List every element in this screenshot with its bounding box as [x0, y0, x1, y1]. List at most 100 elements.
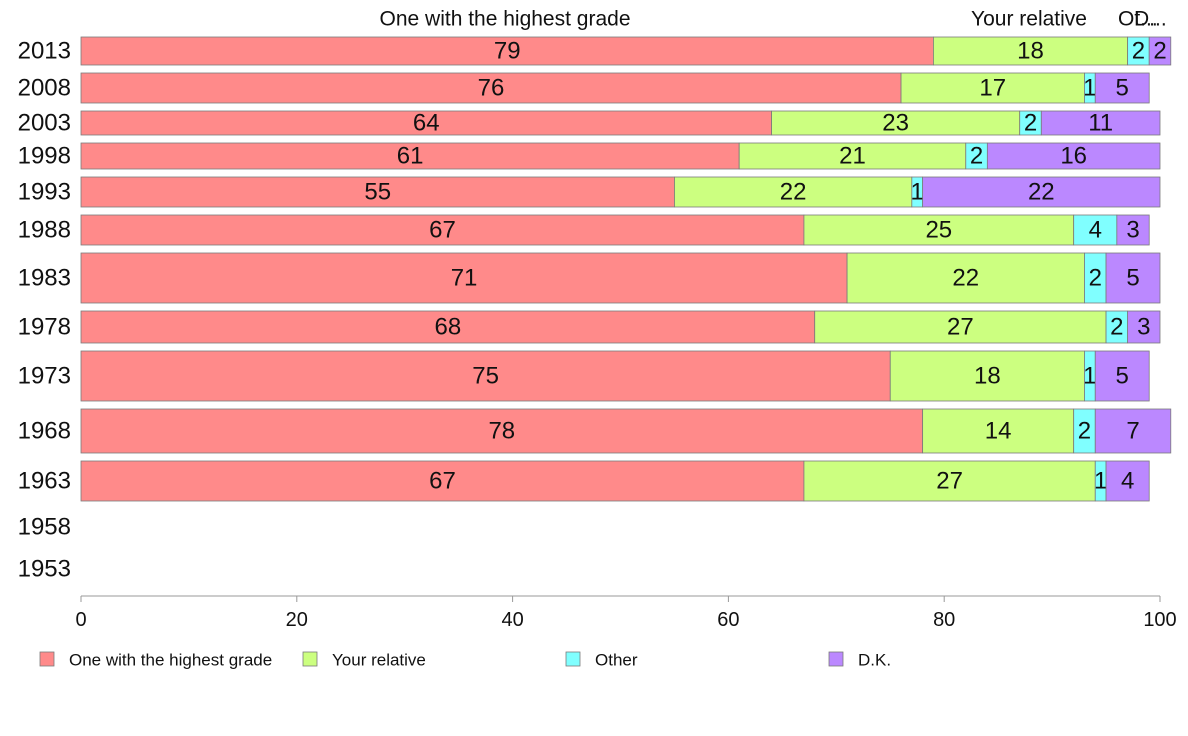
bar-segment-d-k [1105, 460, 1150, 502]
legend-label: D.K. [858, 651, 891, 670]
year-label: 2013 [18, 38, 71, 65]
year-label: 1958 [18, 514, 71, 541]
data-label: 5 [1126, 265, 1139, 292]
data-label: 2 [1078, 418, 1091, 445]
data-label: 18 [974, 363, 1001, 390]
data-label: 2 [1089, 265, 1102, 292]
bar-segment-your-relative [933, 36, 1129, 66]
data-label: 61 [397, 143, 424, 170]
bar-segment-d-k [1094, 408, 1172, 454]
legend-swatch-one-with-the-highest-grade [39, 651, 55, 667]
year-label: 1983 [18, 265, 71, 292]
data-label: 2 [1110, 314, 1123, 341]
data-label: 18 [1017, 38, 1044, 65]
data-label: 4 [1089, 217, 1102, 244]
bar-segment-other [1073, 214, 1118, 246]
x-tick-label: 0 [75, 609, 86, 631]
data-label: 16 [1060, 143, 1087, 170]
data-label: 21 [839, 143, 866, 170]
legend-label: Your relative [332, 651, 426, 670]
data-label: 25 [925, 217, 952, 244]
x-tick-label: 20 [286, 609, 308, 631]
bar-segment-one-with-the-highest-grade [80, 408, 924, 454]
bar-segment-d-k [1116, 214, 1150, 246]
year-label: 2003 [18, 110, 71, 137]
legend-swatch-your-relative [302, 651, 318, 667]
legend-swatch-d-k [828, 651, 844, 667]
bar-segment-d-k [922, 176, 1161, 208]
column-header-label: D... [1134, 8, 1167, 31]
data-label: 5 [1116, 363, 1129, 390]
data-label: 3 [1126, 217, 1139, 244]
data-label: 79 [494, 38, 521, 65]
data-label: 64 [413, 110, 440, 137]
bar-segment-your-relative [900, 72, 1085, 104]
x-tick-label: 40 [501, 609, 523, 631]
data-label: 71 [451, 265, 478, 292]
data-label: 1 [911, 179, 924, 206]
bar-segment-one-with-the-highest-grade [80, 252, 848, 304]
data-label: 22 [952, 265, 979, 292]
year-label: 1998 [18, 143, 71, 170]
year-label: 1953 [18, 556, 71, 583]
data-label: 75 [472, 363, 499, 390]
legend-label: Other [595, 651, 638, 670]
data-label: 67 [429, 217, 456, 244]
bar-segment-one-with-the-highest-grade [80, 176, 675, 208]
bar-segment-d-k [1040, 110, 1161, 136]
data-label: 5 [1116, 75, 1129, 102]
bar-segment-one-with-the-highest-grade [80, 460, 805, 502]
column-header-label: One with the highest grade [380, 8, 631, 31]
bar-segment-d-k [986, 142, 1161, 170]
bar-segment-your-relative [674, 176, 913, 208]
column-header-label: Your relative [971, 8, 1087, 31]
data-label: 1 [1083, 363, 1096, 390]
data-label: 27 [936, 468, 963, 495]
year-label: 1988 [18, 217, 71, 244]
bar-segment-one-with-the-highest-grade [80, 310, 816, 344]
data-label: 76 [478, 75, 505, 102]
bar-segment-d-k [1094, 72, 1150, 104]
data-label: 27 [947, 314, 974, 341]
data-label: 1 [1083, 75, 1096, 102]
bar-segment-one-with-the-highest-grade [80, 110, 772, 136]
data-label: 7 [1126, 418, 1139, 445]
bar-segment-one-with-the-highest-grade [80, 72, 902, 104]
data-label: 2 [1132, 38, 1145, 65]
bar-segment-d-k [1094, 350, 1150, 402]
data-label: 1 [1094, 468, 1107, 495]
year-label: 1963 [18, 468, 71, 495]
x-tick-label: 60 [717, 609, 739, 631]
column-header-labels: One with the highest grade Your relative O… [380, 8, 1167, 31]
year-label: 1978 [18, 314, 71, 341]
x-axis: 0 20 40 60 80 100 [75, 595, 1177, 631]
data-label: 67 [429, 468, 456, 495]
year-label: 1993 [18, 179, 71, 206]
column-header-label: Ot... [1118, 8, 1158, 31]
data-label: 22 [780, 179, 807, 206]
bar-segment-your-relative [803, 214, 1075, 246]
bar-segment-your-relative [814, 310, 1107, 344]
data-label: 22 [1028, 179, 1055, 206]
bar-segment-d-k [1105, 252, 1161, 304]
data-label: 55 [364, 179, 391, 206]
data-label: 4 [1121, 468, 1134, 495]
x-tick-label: 80 [933, 609, 955, 631]
data-label: 2 [1024, 110, 1037, 137]
bar-segment-one-with-the-highest-grade [80, 350, 891, 402]
data-label: 14 [985, 418, 1012, 445]
data-label: 17 [979, 75, 1006, 102]
year-label: 1973 [18, 363, 71, 390]
bar-segment-d-k [1127, 310, 1161, 344]
legend-label: One with the highest grade [69, 651, 272, 670]
data-label: 68 [435, 314, 462, 341]
bar-segment-your-relative [889, 350, 1085, 402]
year-label: 2008 [18, 75, 71, 102]
year-label: 1968 [18, 418, 71, 445]
data-label: 2 [970, 143, 983, 170]
data-label: 11 [1088, 110, 1113, 137]
data-label: 23 [882, 110, 909, 137]
bar-segment-your-relative [846, 252, 1085, 304]
